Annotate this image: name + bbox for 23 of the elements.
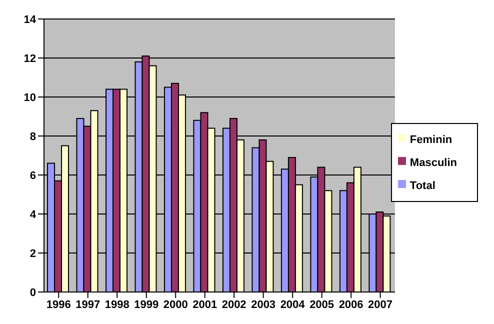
y-tick-label: 12 (24, 52, 36, 65)
x-tick-label: 2005 (310, 298, 334, 311)
y-tick-label: 6 (30, 170, 36, 182)
x-tick-label: 1997 (76, 298, 100, 311)
y-tick-label: 8 (30, 130, 36, 143)
x-tick-label: 2000 (163, 298, 188, 311)
legend-label: Masculin (410, 156, 457, 168)
x-tick-label: 2003 (251, 298, 276, 311)
x-tick-label: 2002 (222, 298, 246, 311)
y-tick-label: 4 (30, 208, 37, 221)
legend-label: Total (410, 180, 436, 192)
x-tick-label: 1998 (104, 298, 130, 311)
y-tick-label: 14 (24, 14, 37, 26)
x-tick-label: 2001 (192, 298, 218, 311)
x-tick-label: 2007 (368, 298, 393, 311)
x-tick-label: 2004 (280, 298, 306, 311)
y-tick-label: 10 (24, 92, 36, 104)
y-tick-label: 0 (30, 286, 36, 299)
legend-label: Feminin (410, 134, 452, 146)
x-tick-label: 1999 (134, 298, 159, 311)
x-tick-label: 2006 (338, 298, 364, 311)
y-tick-label: 2 (30, 248, 36, 260)
x-tick-label: 1996 (46, 298, 71, 311)
